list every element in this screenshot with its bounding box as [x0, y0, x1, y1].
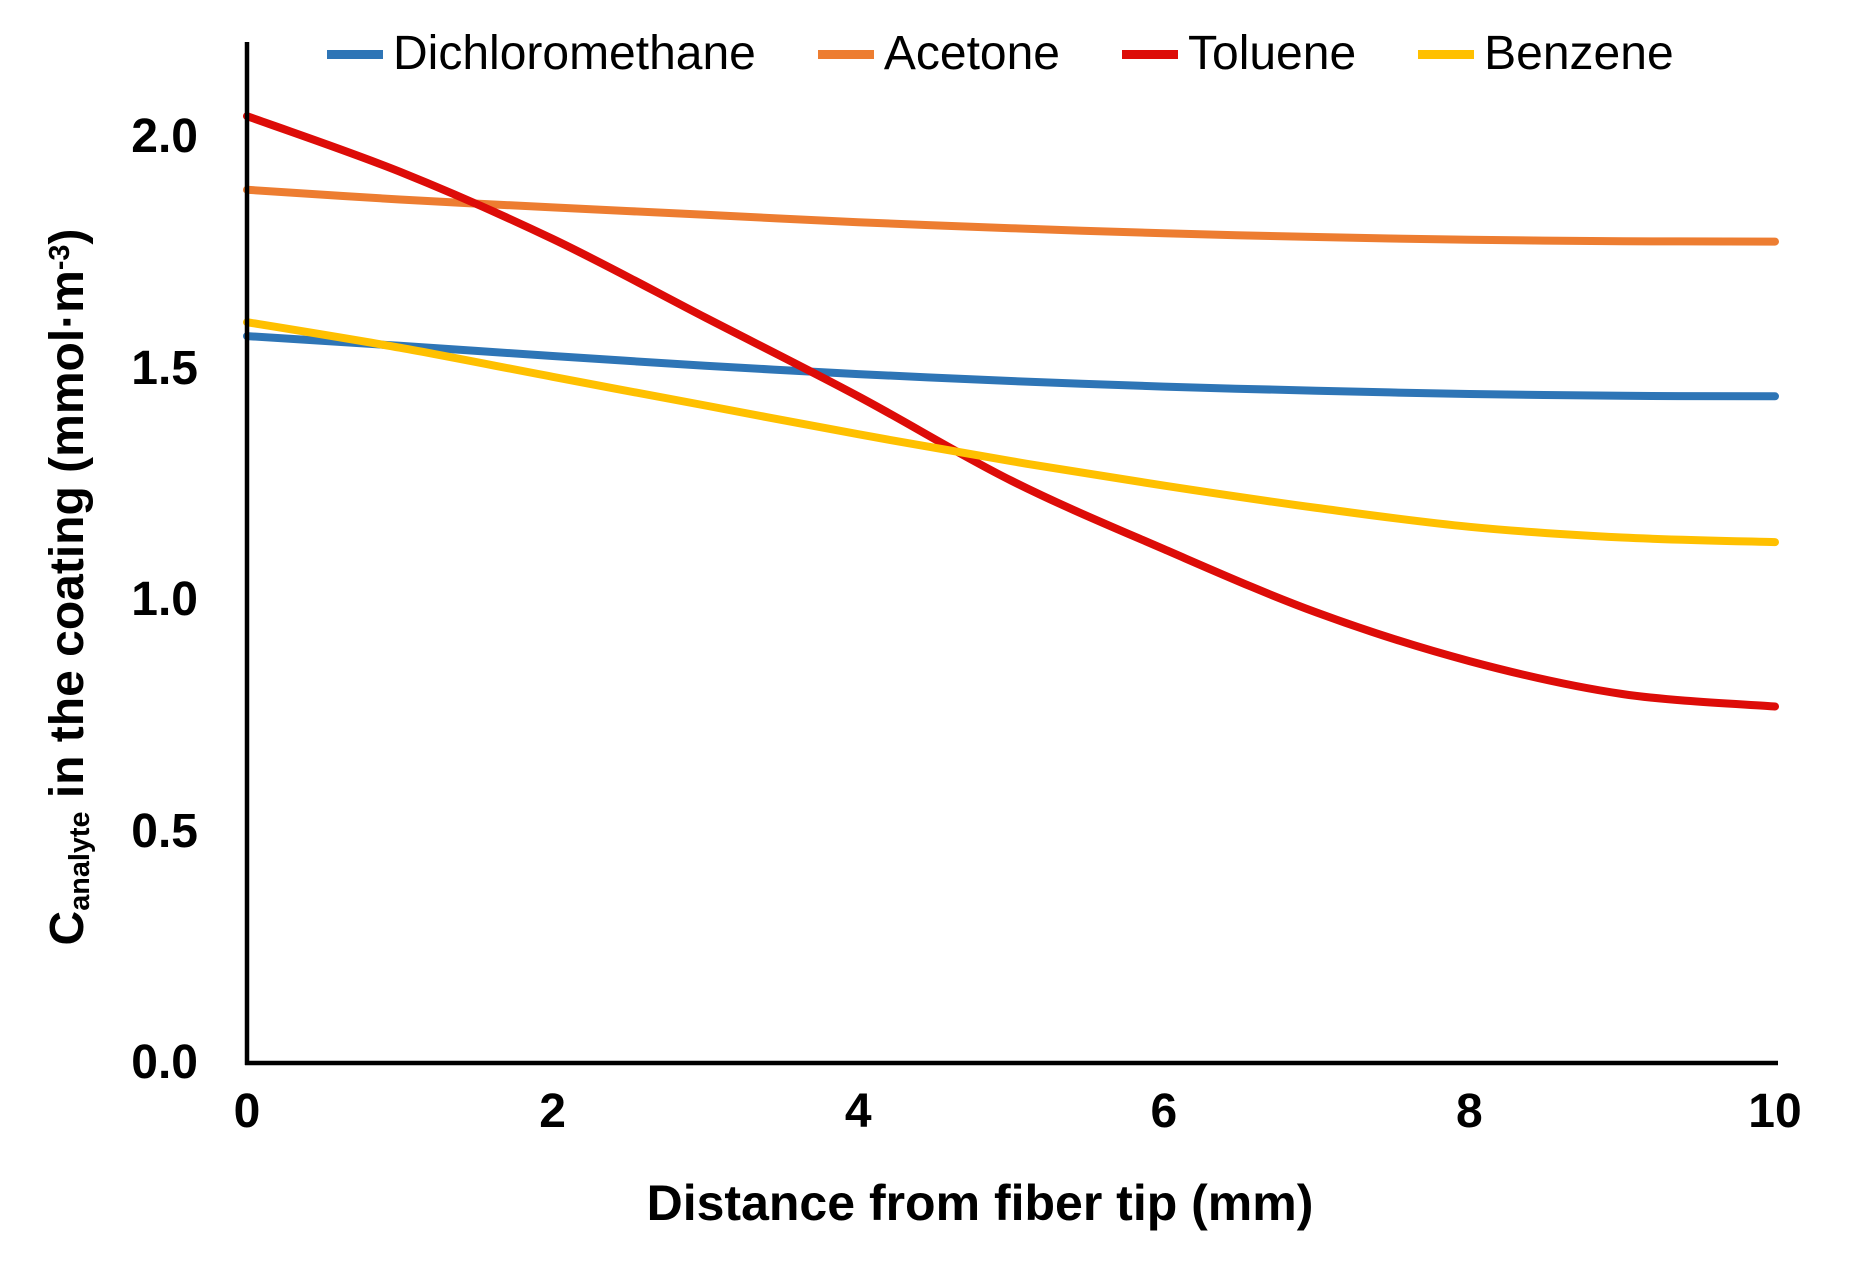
legend-label: Acetone	[883, 27, 1060, 80]
legend-line-swatch-toluene	[1122, 49, 1178, 59]
series-line-dichloromethane	[243, 332, 1779, 401]
legend-label: Toluene	[1188, 27, 1357, 80]
y-title-base3: )	[40, 228, 94, 245]
x-tick-label-6: 6	[1150, 1085, 1178, 1138]
y-title-base1: C	[40, 910, 94, 946]
series-line-benzene	[243, 318, 1779, 547]
x-tick-label-4: 4	[844, 1085, 872, 1138]
x-tick-label-0: 0	[233, 1085, 261, 1138]
x-tick-label-8: 8	[1456, 1085, 1483, 1138]
y-tick-label-1.0: 1.0	[131, 573, 198, 626]
y-title-superscript: -3	[44, 244, 76, 271]
legend-line-swatch-acetone	[817, 49, 874, 59]
x-axis-title: Distance from fiber tip (mm)	[646, 1175, 1314, 1231]
legend-line-swatch-dichloromethane	[327, 49, 383, 59]
legend-line-swatch-benzene	[1418, 49, 1475, 59]
series-line-toluene	[243, 112, 1779, 711]
legend: Dichloromethane Acetone Toluene Benzene	[327, 22, 1674, 86]
y-axis-title: Canalyte in the coating (mmol·m-3)	[30, 187, 96, 987]
y-title-base2: in the coating (mmol·m	[40, 270, 94, 812]
data-curves	[243, 112, 1779, 711]
series-line-acetone	[243, 185, 1779, 246]
legend-label: Benzene	[1484, 27, 1674, 80]
x-tick-label-10: 10	[1748, 1085, 1802, 1138]
legend-item-benzene: Benzene	[1418, 30, 1674, 78]
legend-item-toluene: Toluene	[1122, 30, 1356, 78]
legend-item-acetone: Acetone	[817, 27, 1060, 80]
legend-label: Dichloromethane	[393, 27, 756, 80]
y-tick-label-1.5: 1.5	[131, 341, 198, 395]
legend-item-dichloromethane: Dichloromethane	[327, 30, 756, 78]
y-title-subscript: analyte	[64, 811, 97, 911]
x-tick-label-2: 2	[539, 1085, 566, 1138]
y-tick-label-0.5: 0.5	[131, 804, 198, 858]
y-tick-label-2.0: 2.0	[131, 110, 198, 163]
y-tick-label-0.0: 0.0	[131, 1036, 198, 1089]
